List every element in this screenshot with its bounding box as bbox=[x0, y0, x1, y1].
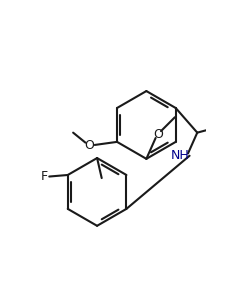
Text: F: F bbox=[41, 170, 48, 183]
Text: O: O bbox=[152, 128, 162, 141]
Text: O: O bbox=[84, 139, 94, 152]
Text: NH: NH bbox=[170, 149, 189, 162]
